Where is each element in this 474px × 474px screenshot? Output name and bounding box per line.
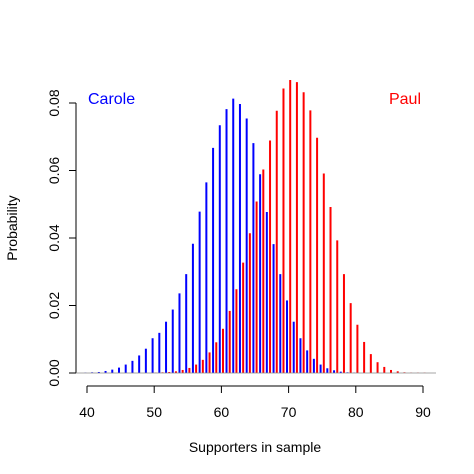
x-tick-label: 70 (281, 404, 297, 420)
legend-paul: Paul (389, 91, 421, 108)
x-tick-label: 40 (79, 404, 95, 420)
y-tick-label: 0.00 (46, 359, 62, 386)
y-ticks: 0.00 0.02 0.04 0.06 0.08 (46, 89, 76, 387)
x-tick-label: 80 (348, 404, 364, 420)
y-tick-label: 0.02 (46, 292, 62, 319)
bars-layer (84, 80, 426, 373)
y-tick-label: 0.08 (46, 89, 62, 116)
x-ticks: 40 50 60 70 80 90 (79, 386, 431, 420)
legend-carole: Carole (88, 91, 135, 108)
y-tick-label: 0.06 (46, 157, 62, 184)
x-tick-label: 60 (214, 404, 230, 420)
x-axis-label: Supporters in sample (189, 439, 322, 455)
x-tick-label: 50 (146, 404, 162, 420)
y-tick-label: 0.04 (46, 224, 62, 251)
y-axis-label: Probability (4, 195, 20, 260)
x-tick-label: 90 (415, 404, 431, 420)
